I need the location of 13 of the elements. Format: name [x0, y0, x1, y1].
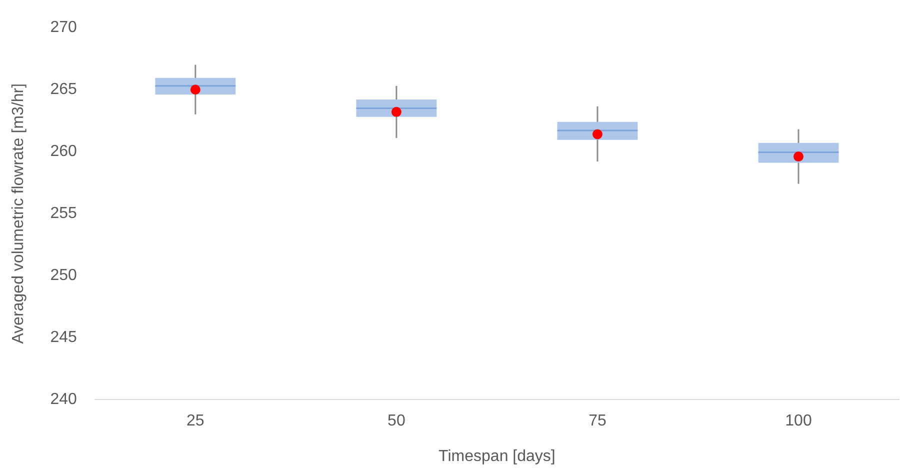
x-tick-label: 75 — [588, 412, 606, 430]
y-tick-label: 260 — [50, 143, 77, 160]
y-tick-label: 265 — [50, 81, 77, 98]
y-tick-label: 245 — [50, 329, 77, 346]
x-tick-label: 50 — [388, 412, 406, 430]
x-axis-title: Timespan [days] — [438, 448, 556, 465]
y-tick-label: 250 — [50, 267, 77, 284]
y-tick-label: 255 — [50, 205, 77, 222]
y-tick-label: 270 — [50, 19, 77, 36]
y-tick-label: 240 — [50, 391, 77, 408]
y-axis-title: Averaged volumetric flowrate [m3/hr] — [10, 83, 28, 344]
x-tick-label: 25 — [186, 412, 204, 430]
x-tick-label: 100 — [785, 412, 812, 430]
